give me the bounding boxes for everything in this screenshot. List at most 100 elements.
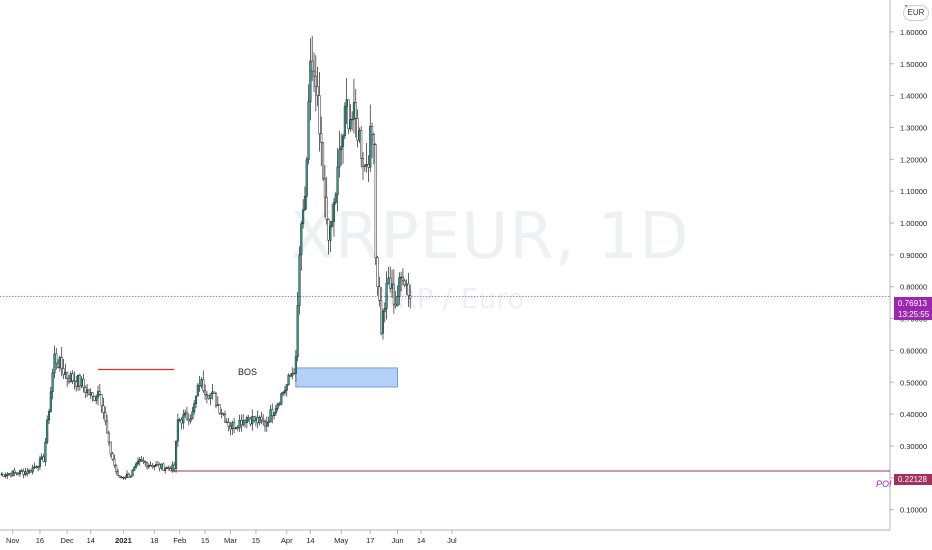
currency-badge[interactable]: EUR xyxy=(903,5,929,21)
candle-up xyxy=(89,392,92,396)
candle-up xyxy=(76,374,80,387)
candle-up xyxy=(40,456,43,459)
candle-up xyxy=(269,409,272,423)
candle-down xyxy=(289,374,292,377)
candle-up xyxy=(332,202,336,222)
candle-up xyxy=(298,254,301,306)
candle-down xyxy=(278,403,281,405)
candle-up xyxy=(280,393,283,405)
candle-up xyxy=(242,420,245,426)
candle-down xyxy=(372,134,375,146)
candle-up xyxy=(405,283,408,286)
candle-down xyxy=(82,378,85,388)
candle-up xyxy=(365,164,368,166)
candle-up xyxy=(349,119,352,130)
y-tick-label: 1.40000 xyxy=(900,92,927,101)
x-tick-label: 14 xyxy=(306,536,314,545)
candle-up xyxy=(44,441,47,462)
candle-down xyxy=(22,470,25,475)
candle-down xyxy=(376,257,379,287)
candle-up xyxy=(11,470,14,477)
candle-down xyxy=(78,374,81,387)
candle-down xyxy=(367,164,370,168)
candle-up xyxy=(398,277,401,297)
candle-up xyxy=(124,477,127,479)
candle-down xyxy=(55,353,58,364)
candle-down xyxy=(115,464,118,473)
candle-up xyxy=(225,421,228,424)
y-tick-label: 1.30000 xyxy=(900,123,927,132)
candle-down xyxy=(102,405,105,413)
candle-down xyxy=(57,362,60,368)
candle-up xyxy=(165,467,169,470)
candle-down xyxy=(407,283,410,296)
candle-up xyxy=(234,426,237,429)
candle-up xyxy=(331,221,334,227)
candle-up xyxy=(294,356,297,374)
candle-down xyxy=(320,133,323,143)
candle-up xyxy=(155,464,158,467)
candle-up xyxy=(303,196,306,211)
candle-up xyxy=(193,403,196,412)
candle-up xyxy=(273,412,276,417)
candle-down xyxy=(409,295,412,299)
candle-down xyxy=(207,395,210,399)
candle-up xyxy=(276,403,279,409)
candle-up xyxy=(69,373,72,383)
candle-up xyxy=(369,125,372,168)
candle-up xyxy=(58,356,61,368)
candle-down xyxy=(100,394,103,407)
candle-down xyxy=(127,473,130,478)
candle-up xyxy=(47,411,51,421)
x-tick-label: Jul xyxy=(447,536,457,545)
candle-up xyxy=(363,164,366,167)
candle-down xyxy=(104,412,107,422)
candle-down xyxy=(145,462,149,468)
candle-down xyxy=(151,465,154,468)
candle-down xyxy=(9,473,12,477)
candle-up xyxy=(309,60,312,102)
candle-down xyxy=(142,460,145,462)
candle-up xyxy=(160,463,163,469)
x-tick-label: Feb xyxy=(173,536,186,545)
candle-up xyxy=(385,282,388,309)
candle-down xyxy=(118,475,121,478)
candle-down xyxy=(26,471,29,474)
candle-down xyxy=(360,130,363,159)
candle-up xyxy=(120,476,123,479)
poi-price-tag: 0.22128 xyxy=(894,474,932,485)
candle-down xyxy=(15,472,18,474)
candle-up xyxy=(387,277,390,284)
candle-up xyxy=(196,384,199,397)
candle-up xyxy=(182,414,185,424)
bos-label: BOS xyxy=(238,367,258,377)
y-tick-label: 1.20000 xyxy=(900,155,927,164)
candle-down xyxy=(267,421,270,424)
candle-down xyxy=(75,381,78,387)
candle-down xyxy=(67,378,71,383)
x-tick-label: 18 xyxy=(150,536,158,545)
candle-up xyxy=(96,391,100,398)
candle-up xyxy=(133,466,136,471)
candle-down xyxy=(167,467,170,469)
candle-up xyxy=(53,353,56,374)
candle-down xyxy=(271,409,274,417)
candle-down xyxy=(318,95,321,135)
y-tick-label: 1.50000 xyxy=(900,60,927,69)
candle-down xyxy=(20,470,23,472)
candle-down xyxy=(314,75,317,87)
candle-up xyxy=(37,466,40,468)
candle-up xyxy=(274,408,277,414)
candle-up xyxy=(135,463,138,468)
x-tick-label: 15 xyxy=(201,536,209,545)
candle-down xyxy=(109,441,112,454)
y-tick-label: 0.10000 xyxy=(900,506,927,515)
watermark-symbol: XRPEUR, 1D xyxy=(290,200,690,274)
candle-down xyxy=(205,394,208,397)
candle-up xyxy=(136,461,139,465)
candle-down xyxy=(116,471,120,477)
candle-down xyxy=(220,412,223,415)
candle-down xyxy=(198,384,201,387)
y-tick-label: 1.60000 xyxy=(900,28,927,37)
